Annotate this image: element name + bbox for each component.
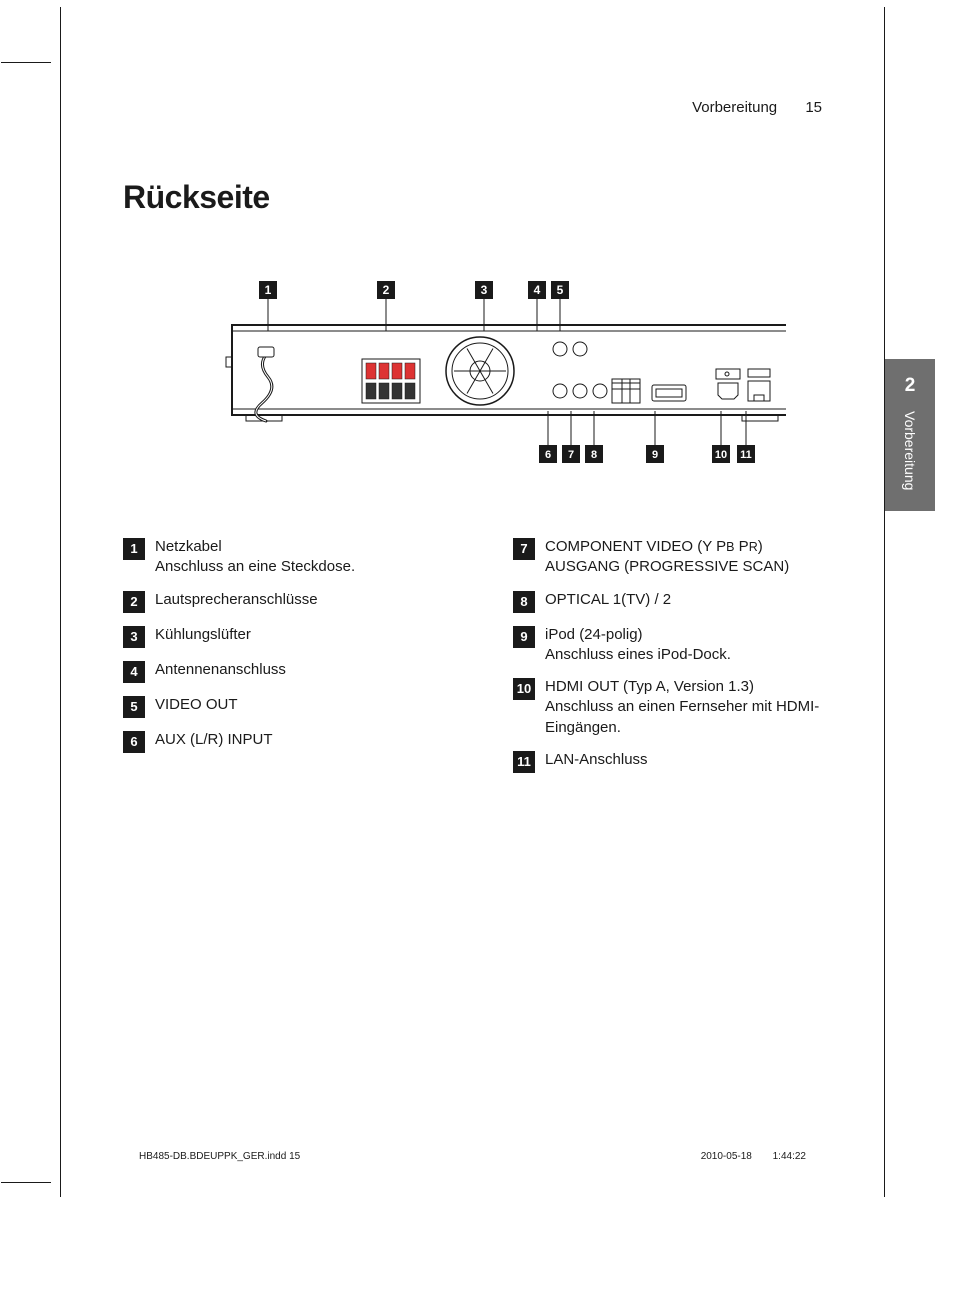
legend-item: 8 OPTICAL 1(TV) / 2 (513, 590, 883, 613)
legend-text: iPod (24-polig)Anschluss eines iPod-Dock… (545, 625, 731, 666)
legend-text: VIDEO OUT (155, 695, 238, 715)
legend-text: COMPONENT VIDEO (Y PB PR)AUSGANG (PROGRE… (545, 537, 789, 578)
footer-date: 2010-05-18 (701, 1151, 752, 1162)
legend-text: Antennenanschluss (155, 660, 286, 680)
legend-marker: 7 (513, 538, 535, 560)
legend-marker: 8 (513, 591, 535, 613)
running-header: Vorbereitung 15 (692, 99, 822, 116)
legend-text: HDMI OUT (Typ A, Version 1.3)Anschluss a… (545, 677, 883, 738)
legend: 1NetzkabelAnschluss an eine Steckdose.2L… (123, 537, 883, 785)
legend-item: 9 iPod (24-polig)Anschluss eines iPod-Doc… (513, 625, 883, 666)
svg-text:2: 2 (383, 283, 390, 297)
legend-item: 7 COMPONENT VIDEO (Y PB PR)AUSGANG (PROGR… (513, 537, 883, 578)
chapter-tab: 2 Vorbereitung (885, 359, 935, 511)
legend-text: Lautsprecheranschlüsse (155, 590, 318, 610)
page-frame: Vorbereitung 15 Rückseite 2 Vorbereitung… (60, 7, 885, 1197)
footer-datetime: 2010-05-18 1:44:22 (683, 1151, 806, 1162)
legend-marker: 3 (123, 626, 145, 648)
svg-text:10: 10 (715, 449, 727, 461)
crop-mark (1, 1182, 51, 1183)
chapter-number: 2 (885, 375, 935, 397)
legend-item: 3 Kühlungslüfter (123, 625, 493, 648)
svg-text:8: 8 (591, 449, 597, 461)
legend-item: 6 AUX (L/R) INPUT (123, 730, 493, 753)
legend-text: Kühlungslüfter (155, 625, 251, 645)
legend-marker: 9 (513, 626, 535, 648)
svg-text:9: 9 (652, 449, 658, 461)
legend-marker: 10 (513, 678, 535, 700)
legend-item: 1 NetzkabelAnschluss an eine Steckdose. (123, 537, 493, 578)
section-name: Vorbereitung (692, 99, 777, 116)
chapter-label: Vorbereitung (885, 409, 935, 509)
legend-marker: 4 (123, 661, 145, 683)
legend-item: 5 VIDEO OUT (123, 695, 493, 718)
svg-text:6: 6 (545, 449, 551, 461)
legend-item: 10 HDMI OUT (Typ A, Version 1.3)Anschluss… (513, 677, 883, 738)
legend-item: 2 Lautsprecheranschlüsse (123, 590, 493, 613)
svg-text:7: 7 (568, 449, 574, 461)
svg-text:4: 4 (534, 283, 541, 297)
legend-item: 11 LAN-Anschluss (513, 750, 883, 773)
legend-marker: 6 (123, 731, 145, 753)
footer-file: HB485-DB.BDEUPPK_GER.indd 15 (139, 1151, 300, 1162)
legend-marker: 5 (123, 696, 145, 718)
svg-text:1: 1 (265, 283, 272, 297)
legend-item: 4 Antennenanschluss (123, 660, 493, 683)
legend-column-left: 1 NetzkabelAnschluss an eine Steckdose. 2L… (123, 537, 493, 785)
legend-text: AUX (L/R) INPUT (155, 730, 273, 750)
legend-marker: 11 (513, 751, 535, 773)
legend-text: LAN-Anschluss (545, 750, 648, 770)
page-title: Rückseite (123, 179, 270, 216)
legend-column-right: 7 COMPONENT VIDEO (Y PB PR)AUSGANG (PROGR… (513, 537, 883, 785)
svg-text:11: 11 (740, 449, 752, 461)
footer: HB485-DB.BDEUPPK_GER.indd 15 2010-05-18 … (139, 1151, 806, 1162)
crop-mark (1, 62, 51, 63)
rear-panel-diagram: 1 2 3 4 5 6 7 8 9 10 11 (176, 277, 776, 477)
svg-text:3: 3 (481, 283, 488, 297)
rear-panel-svg: 1 2 3 4 5 6 7 8 9 10 11 (176, 277, 786, 477)
svg-text:5: 5 (557, 283, 564, 297)
legend-text: OPTICAL 1(TV) / 2 (545, 590, 671, 610)
page-number: 15 (805, 99, 822, 116)
legend-marker: 1 (123, 538, 145, 560)
footer-time: 1:44:22 (773, 1151, 806, 1162)
legend-text: NetzkabelAnschluss an eine Steckdose. (155, 537, 355, 578)
legend-marker: 2 (123, 591, 145, 613)
